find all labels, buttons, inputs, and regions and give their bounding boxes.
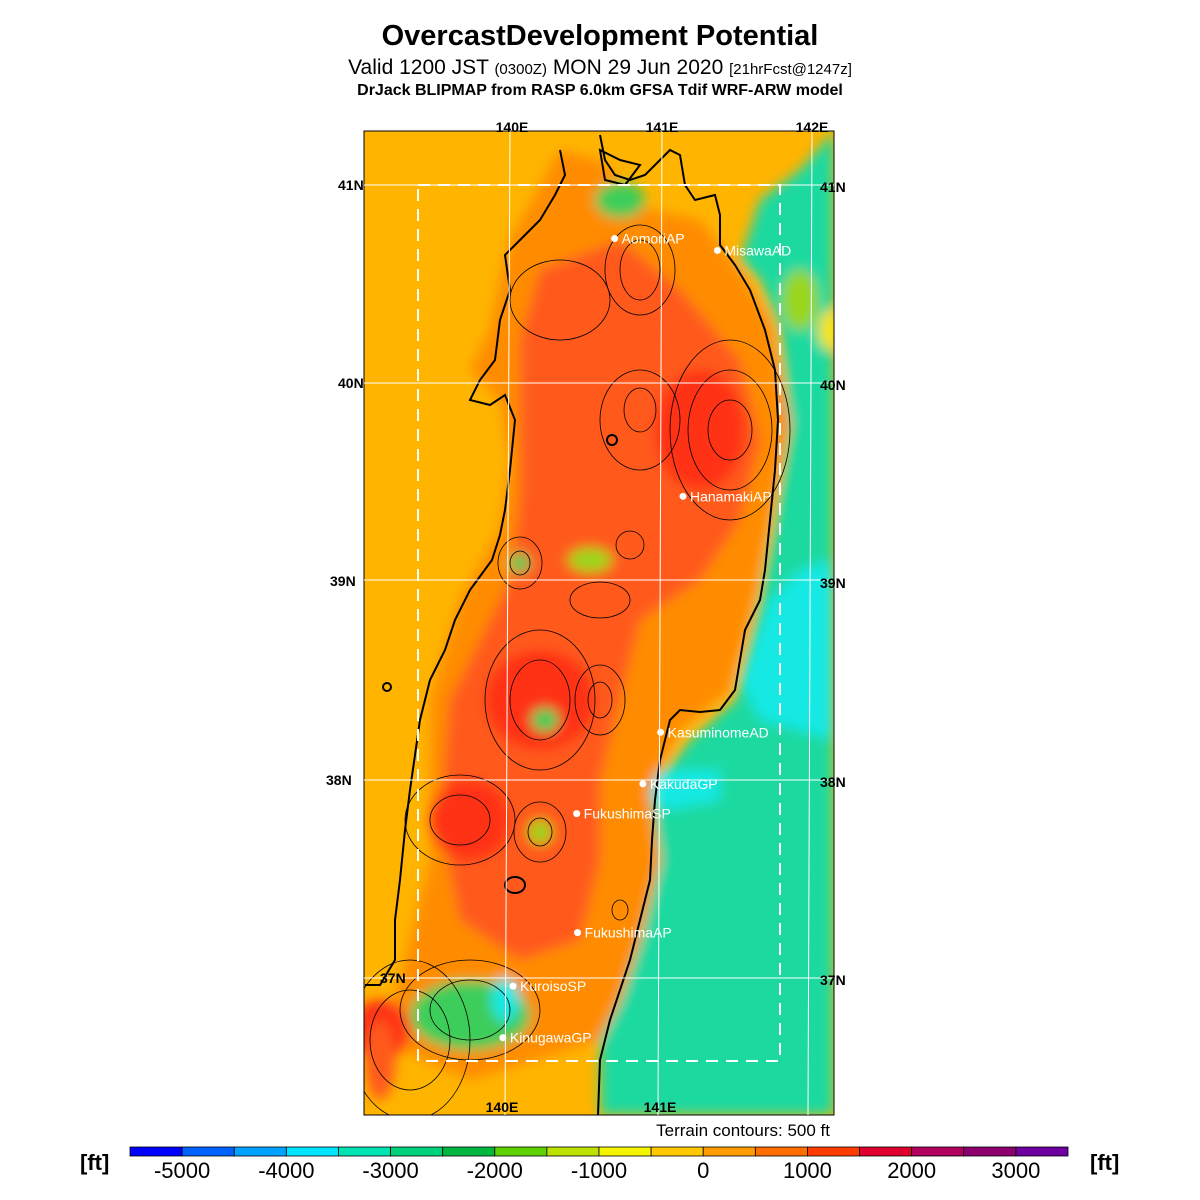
inner-domain-boundary (417, 184, 781, 1062)
lat-right-label: 41N (820, 179, 846, 195)
site-markers: AomoriAP MisawaAD HanamakiAP KasuminomeAD Ka… (499, 231, 791, 1046)
tsugaru-green-patch (595, 182, 645, 218)
site-label: KuroisoSP (520, 978, 586, 994)
site-marker-dot (713, 246, 721, 254)
valid-time: Valid 1200 JST (348, 56, 489, 79)
site-marker-dot (679, 492, 687, 500)
colorbar-tick-label: -3000 (362, 1158, 418, 1183)
site-marker-dot (574, 929, 582, 937)
colorbar-tick-label: 0 (697, 1158, 709, 1183)
colorbar-swatch (911, 1146, 965, 1157)
colorbar-swatch (233, 1146, 287, 1157)
lat-right-label: 37N (820, 972, 846, 988)
site-marker-dot (657, 728, 665, 736)
lat-right-label: 38N (820, 774, 846, 790)
forecast-info: [21hrFcst@1247z] (729, 61, 852, 78)
colorbar-swatch (181, 1146, 235, 1157)
unit-label-left: [ft] (80, 1150, 110, 1175)
colorbar-tick-label: -2000 (467, 1158, 523, 1183)
colorbar-tick-label: -4000 (258, 1158, 314, 1183)
colorbar-swatch (285, 1146, 339, 1157)
colorbar-ticks: -5000 -4000 -3000 -2000 -1000 0 1000 2000 3000 (154, 1158, 1040, 1183)
chokai-green-patch (510, 553, 530, 573)
model-description: DrJack BLIPMAP from RASP 6.0km GFSA Tdif… (357, 82, 843, 99)
colorbar-swatch (963, 1146, 1017, 1157)
field-layer (364, 131, 834, 1115)
lon-bottom-label: 140E (486, 1099, 519, 1115)
unit-label-right: [ft] (1090, 1150, 1120, 1175)
site-marker-dot (573, 810, 581, 818)
southwest-redorange-patch (365, 1020, 395, 1100)
lon-top-label: 140E (496, 119, 529, 135)
site-label: KasuminomeAD (668, 724, 769, 740)
site-marker-dot (611, 235, 619, 243)
lon-top-label: 141E (646, 119, 679, 135)
lake-tazawa (606, 434, 618, 446)
site-label: MisawaAD (724, 242, 791, 258)
lat-left-label: 41N (338, 177, 364, 193)
inawashiro-lake (504, 876, 526, 894)
colorbar-tick-label: -1000 (571, 1158, 627, 1183)
colorbar-swatch (494, 1146, 548, 1157)
colorbar-swatch (754, 1146, 808, 1157)
site-label: AomoriAP (622, 231, 685, 247)
colorbar-swatch (702, 1146, 756, 1157)
ou-red-patch (485, 650, 595, 750)
offshore-lime-patch (782, 270, 818, 330)
site-marker-dot (499, 1034, 507, 1042)
zao-green-patch (531, 708, 559, 732)
site-marker-dot (509, 982, 517, 990)
east-coastline (597, 134, 780, 1115)
colorbar-swatch (129, 1146, 183, 1157)
forecast-date: MON 29 Jun 2020 (552, 56, 724, 79)
lat-left-label: 39N (330, 573, 356, 589)
colorbar-tick-label: 1000 (783, 1158, 832, 1183)
kitakami-red-patch (655, 370, 745, 490)
terrain-contour-note: Terrain contours: 500 ft (656, 1121, 830, 1140)
colorbar-swatch (390, 1146, 444, 1157)
colorbar-boxes (129, 1146, 1069, 1157)
colorbar-swatch (598, 1146, 652, 1157)
lat-right-label: 39N (820, 575, 846, 591)
mutsu-bay (598, 148, 642, 187)
colorbar-swatch (1015, 1146, 1069, 1157)
colorbar-swatch (650, 1146, 704, 1157)
lon-top-label: 142E (796, 119, 829, 135)
colorbar-swatch (859, 1146, 913, 1157)
offshore-yellow-patch (818, 310, 834, 350)
site-label: KakudaGP (650, 776, 718, 792)
colorbar-tick-label: 3000 (991, 1158, 1040, 1183)
aizu-red-patch (430, 780, 510, 860)
west-coastline (365, 149, 567, 986)
colorbar-swatch (338, 1146, 391, 1157)
utc-time: (0300Z) (494, 61, 547, 78)
site-label: KinugawaGP (510, 1030, 592, 1046)
colorbar-swatch (546, 1146, 600, 1157)
green-patch-39n (568, 548, 612, 572)
lat-left-label: 37N (380, 970, 406, 986)
lat-left-label: 40N (338, 375, 364, 391)
lat-left-label: 38N (326, 772, 352, 788)
valid-time-line: Valid 1200 JST (0300Z) MON 29 Jun 2020 [… (0, 56, 1200, 80)
colorbar-tick-label: 2000 (887, 1158, 936, 1183)
lon-bottom-label: 141E (644, 1099, 677, 1115)
bandai-green-patch (528, 820, 552, 844)
colorbar-swatch (442, 1146, 496, 1157)
graticule (364, 130, 834, 1116)
site-label: FukushimaAP (585, 925, 672, 941)
site-marker-dot (639, 780, 647, 788)
site-label: FukushimaSP (584, 806, 671, 822)
awashima-island (382, 682, 392, 692)
map-title: OvercastDevelopment Potential (381, 20, 819, 52)
map-frame (363, 130, 835, 1116)
colorbar-tick-label: -5000 (154, 1158, 210, 1183)
site-label: HanamakiAP (690, 488, 772, 504)
lat-right-label: 40N (820, 377, 846, 393)
colorbar-swatch (807, 1146, 860, 1157)
